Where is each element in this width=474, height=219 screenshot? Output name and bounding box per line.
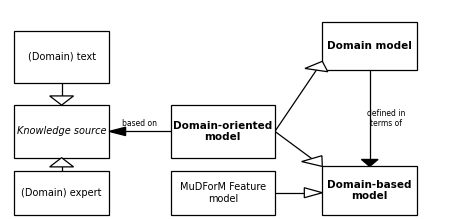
Polygon shape [50,158,73,167]
Text: defined in
terms of: defined in terms of [367,109,405,128]
Polygon shape [301,156,322,166]
Text: Domain-based
model: Domain-based model [328,180,412,201]
Polygon shape [109,127,126,136]
Text: Domain model: Domain model [327,41,412,51]
Text: Domain-oriented
model: Domain-oriented model [173,121,273,142]
Bar [322,166,417,215]
Text: (Domain) text: (Domain) text [27,52,96,62]
Polygon shape [361,159,378,166]
Polygon shape [305,61,328,72]
Bar [171,171,275,215]
Text: based on: based on [122,119,157,128]
Bar [322,22,417,70]
Polygon shape [50,96,73,105]
Bar [171,105,275,158]
Bar [14,171,109,215]
Text: (Domain) expert: (Domain) expert [21,188,102,198]
Text: MuDForM Feature
model: MuDForM Feature model [180,182,266,203]
Text: Knowledge source: Knowledge source [17,126,106,136]
Bar [14,105,109,158]
Bar [14,31,109,83]
Polygon shape [304,188,322,198]
